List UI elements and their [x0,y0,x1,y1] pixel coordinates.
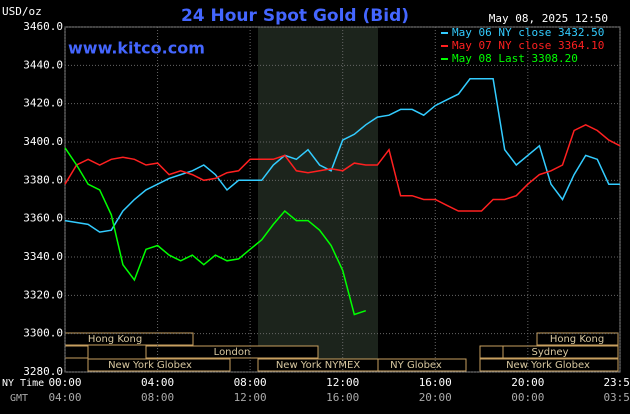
session-label: London [214,347,251,358]
legend-label: May 06 NY close 3432.50 [452,26,604,39]
session-box [64,345,89,359]
y-tick-label: 3380.0 [23,173,63,186]
session-box [502,345,619,359]
session-label: Sydney [531,347,568,358]
x-tick-label: 12:00 [326,376,359,389]
session-box [536,332,619,346]
x-tick-label: 08:00 [234,376,267,389]
gmt-tick-label: 16:00 [326,391,359,404]
x-tick-label: 16:00 [419,376,452,389]
series-line [64,123,621,212]
x-tick-label: 23:59 [603,376,630,389]
gmt-tick-label: 03:59 [603,391,630,404]
website: www.kitco.com [68,39,205,58]
session-label: New York Globex [108,360,192,371]
y-tick-label: 3320.0 [23,288,63,301]
session-label: Hong Kong [550,334,604,345]
y-tick-label: 3460.0 [23,20,63,33]
x-tick-label: 00:00 [48,376,81,389]
series-line [64,78,620,233]
nymex-shade [258,27,378,372]
session-box [87,358,231,372]
y-tick-label: 3440.0 [23,58,63,71]
session-label: NY Globex [390,360,442,371]
y-tick-label: 3280.0 [23,365,63,378]
gmt-tick-label: 08:00 [141,391,174,404]
series-line [64,147,367,316]
y-tick-label: 3300.0 [23,327,63,340]
y-tick-label: 3360.0 [23,212,63,225]
gmt-tick-label: 12:00 [234,391,267,404]
y-tick-label: 3420.0 [23,97,63,110]
session-label: New York NYMEX [276,360,361,371]
session-label: New York Globex [506,360,590,371]
y-tick-label: 3340.0 [23,250,63,263]
gmt-tick-label: 04:00 [48,391,81,404]
session-box [145,345,319,359]
gmt-tick-label: 00:00 [511,391,544,404]
x-axis-label: NY Time [2,378,44,389]
session-box [479,358,619,372]
gmt-tick-label: 20:00 [419,391,452,404]
legend-label: May 08 Last 3308.20 [452,52,578,65]
x-tick-label: 20:00 [511,376,544,389]
x-tick-label: 04:00 [141,376,174,389]
sessions: Hong Kong Hong Kong London Sydney New Yo… [64,332,619,372]
session-label: Hong Kong [88,334,142,345]
legend-label: May 07 NY close 3364.10 [452,39,604,52]
unit-label: USD/oz [2,5,42,18]
y-tick-label: 3400.0 [23,135,63,148]
session-box [479,345,504,359]
session-box [377,358,467,372]
gmt-axis-label: GMT [10,393,28,404]
chart-title: 24 Hour Spot Gold (Bid) [181,6,409,26]
timestamp: May 08, 2025 12:50 [489,12,608,25]
